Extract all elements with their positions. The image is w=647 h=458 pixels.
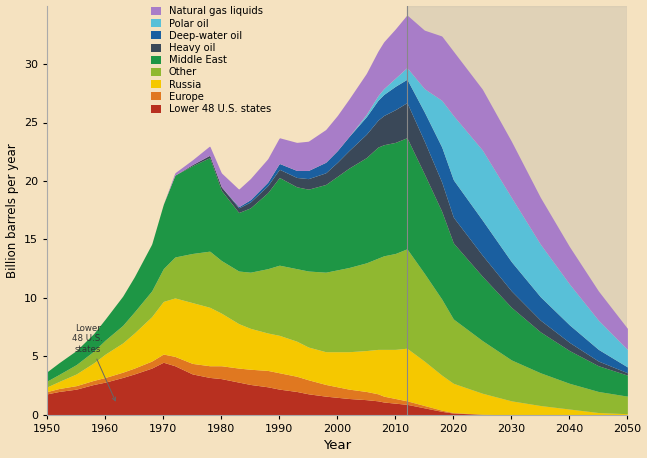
Legend: Natural gas liquids, Polar oil, Deep-water oil, Heavy oil, Middle East, Other, R: Natural gas liquids, Polar oil, Deep-wat… xyxy=(151,6,271,114)
Y-axis label: Billion barrels per year: Billion barrels per year xyxy=(6,143,19,278)
Text: Lower
48 U.S.
states: Lower 48 U.S. states xyxy=(72,324,116,401)
Bar xyxy=(407,5,628,415)
X-axis label: Year: Year xyxy=(324,439,351,453)
